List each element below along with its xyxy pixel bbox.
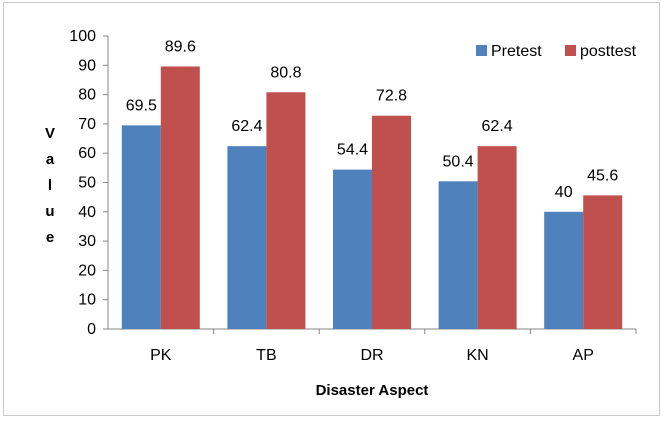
data-label: 54.4 — [337, 142, 368, 159]
data-label: 40 — [555, 184, 573, 201]
bar-pretest-pk — [121, 125, 161, 330]
x-axis-title: Disaster Aspect — [316, 382, 429, 399]
data-label: 50.4 — [443, 153, 474, 170]
bar-posttest-dr — [372, 115, 411, 329]
data-label: 62.4 — [482, 118, 513, 135]
bar-posttest-pk — [160, 66, 200, 330]
y-axis-title-letter: l — [48, 177, 52, 194]
y-tick-label: 90 — [78, 57, 96, 74]
y-tick-label: 20 — [78, 262, 96, 279]
y-tick-label: 100 — [69, 28, 96, 45]
bar-pretest-tb — [227, 146, 267, 329]
x-tick-label: KN — [466, 347, 488, 364]
legend-swatch-pretest — [476, 45, 487, 56]
x-tick-label: PK — [150, 347, 172, 364]
bar-pretest-ap — [544, 211, 584, 329]
data-label: 80.8 — [270, 64, 301, 81]
y-axis-title-letter: V — [45, 125, 55, 142]
y-tick-label: 70 — [78, 116, 96, 133]
y-tick-label: 30 — [78, 233, 96, 250]
bar-posttest-ap — [583, 195, 623, 329]
y-tick-label: 40 — [78, 204, 96, 221]
x-tick-label: AP — [573, 347, 594, 364]
data-label: 72.8 — [376, 88, 407, 105]
legend-swatch-posttest — [565, 45, 576, 56]
legend-label-pretest: Pretest — [491, 43, 542, 60]
y-tick-label: 60 — [78, 145, 96, 162]
y-axis-title-letter: u — [45, 203, 54, 220]
data-label: 62.4 — [231, 118, 262, 135]
bar-pretest-kn — [438, 181, 478, 329]
x-tick-label: TB — [256, 347, 276, 364]
y-tick-label: 10 — [78, 292, 96, 309]
y-tick-label: 0 — [87, 321, 96, 338]
y-axis-title-letter: e — [46, 229, 54, 246]
data-label: 45.6 — [587, 167, 618, 184]
bar-posttest-kn — [477, 146, 517, 329]
bar-posttest-tb — [266, 92, 306, 329]
legend-label-posttest: posttest — [580, 43, 637, 60]
y-axis-title-letter: a — [46, 151, 55, 168]
data-label: 69.5 — [126, 97, 157, 114]
chart-frame — [3, 2, 660, 416]
x-tick-label: DR — [360, 347, 383, 364]
bar-pretest-dr — [333, 169, 372, 329]
data-label: 89.6 — [165, 38, 196, 55]
y-tick-label: 80 — [78, 87, 96, 104]
y-tick-label: 50 — [78, 175, 96, 192]
